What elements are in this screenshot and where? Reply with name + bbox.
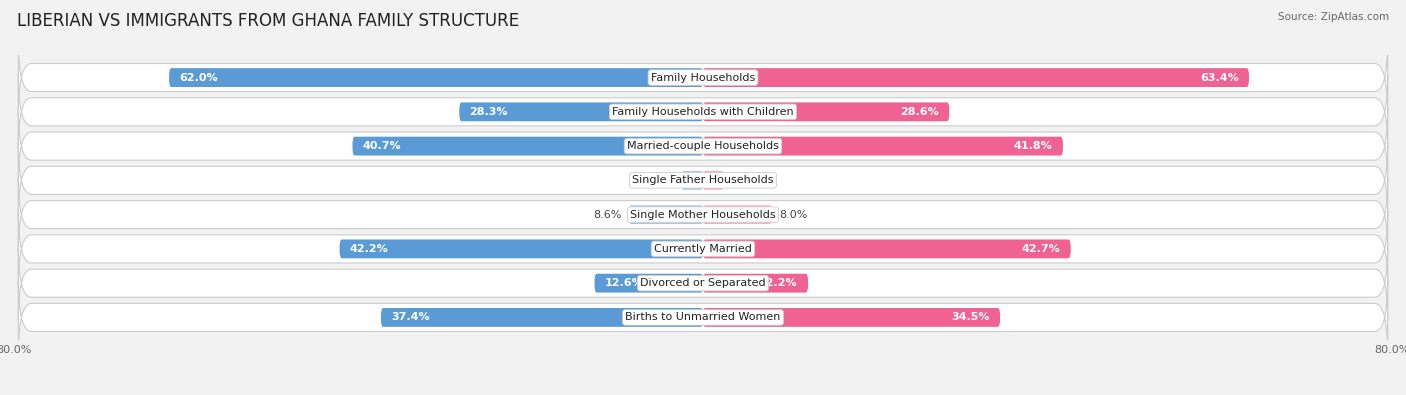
Text: 28.6%: 28.6%	[900, 107, 939, 117]
Text: Source: ZipAtlas.com: Source: ZipAtlas.com	[1278, 12, 1389, 22]
Text: 2.4%: 2.4%	[731, 175, 759, 185]
Text: Divorced or Separated: Divorced or Separated	[640, 278, 766, 288]
FancyBboxPatch shape	[703, 308, 1000, 327]
FancyBboxPatch shape	[340, 239, 703, 258]
FancyBboxPatch shape	[703, 102, 949, 121]
FancyBboxPatch shape	[18, 75, 1388, 149]
FancyBboxPatch shape	[703, 171, 724, 190]
FancyBboxPatch shape	[18, 246, 1388, 320]
FancyBboxPatch shape	[169, 68, 703, 87]
FancyBboxPatch shape	[18, 143, 1388, 218]
Text: LIBERIAN VS IMMIGRANTS FROM GHANA FAMILY STRUCTURE: LIBERIAN VS IMMIGRANTS FROM GHANA FAMILY…	[17, 12, 519, 30]
FancyBboxPatch shape	[703, 68, 1249, 87]
FancyBboxPatch shape	[18, 109, 1388, 183]
FancyBboxPatch shape	[18, 177, 1388, 252]
FancyBboxPatch shape	[595, 274, 703, 293]
FancyBboxPatch shape	[703, 137, 1063, 156]
FancyBboxPatch shape	[682, 171, 703, 190]
Text: Currently Married: Currently Married	[654, 244, 752, 254]
Text: Single Father Households: Single Father Households	[633, 175, 773, 185]
FancyBboxPatch shape	[703, 239, 1071, 258]
Text: 28.3%: 28.3%	[470, 107, 508, 117]
Text: 63.4%: 63.4%	[1199, 73, 1239, 83]
Text: Family Households with Children: Family Households with Children	[612, 107, 794, 117]
Text: 2.5%: 2.5%	[647, 175, 675, 185]
Text: 12.6%: 12.6%	[605, 278, 644, 288]
Text: Married-couple Households: Married-couple Households	[627, 141, 779, 151]
FancyBboxPatch shape	[18, 212, 1388, 286]
Legend: Liberian, Immigrants from Ghana: Liberian, Immigrants from Ghana	[567, 390, 839, 395]
Text: 8.6%: 8.6%	[593, 210, 621, 220]
Text: 62.0%: 62.0%	[180, 73, 218, 83]
FancyBboxPatch shape	[381, 308, 703, 327]
FancyBboxPatch shape	[703, 274, 808, 293]
Text: 40.7%: 40.7%	[363, 141, 402, 151]
Text: 42.2%: 42.2%	[350, 244, 388, 254]
FancyBboxPatch shape	[18, 280, 1388, 355]
Text: Single Mother Households: Single Mother Households	[630, 210, 776, 220]
FancyBboxPatch shape	[18, 40, 1388, 115]
Text: 37.4%: 37.4%	[391, 312, 430, 322]
FancyBboxPatch shape	[460, 102, 703, 121]
FancyBboxPatch shape	[703, 205, 772, 224]
Text: 34.5%: 34.5%	[952, 312, 990, 322]
Text: 8.0%: 8.0%	[779, 210, 807, 220]
Text: 42.7%: 42.7%	[1022, 244, 1060, 254]
Text: Births to Unmarried Women: Births to Unmarried Women	[626, 312, 780, 322]
Text: 12.2%: 12.2%	[759, 278, 797, 288]
Text: 41.8%: 41.8%	[1014, 141, 1053, 151]
FancyBboxPatch shape	[353, 137, 703, 156]
Text: Family Households: Family Households	[651, 73, 755, 83]
FancyBboxPatch shape	[628, 205, 703, 224]
